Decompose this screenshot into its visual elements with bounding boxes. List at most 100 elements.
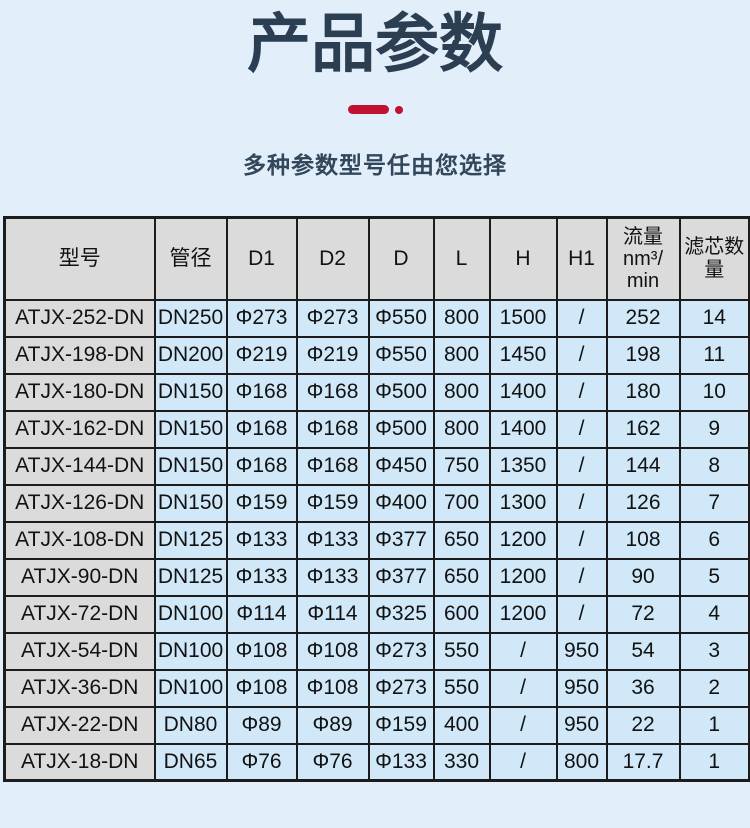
cell-model: ATJX-252-DN [3, 298, 156, 338]
col-header-l: L [432, 216, 491, 301]
cell-d: Φ159 [367, 705, 435, 745]
table-row: ATJX-18-DN DN65 Φ76 Φ76 Φ133 330/800 17.7 1 [3, 742, 750, 782]
col-header-d2: D2 [295, 216, 370, 301]
cell-d1: Φ168 [225, 409, 298, 449]
cell-qty: 9 [678, 409, 750, 449]
cell-flow: 144 [605, 446, 681, 486]
table-row: ATJX-54-DN DN100 Φ108 Φ108 Φ273 550/950 54 3 [3, 631, 750, 671]
cell-qty: 1 [678, 742, 750, 782]
cell-model: ATJX-180-DN [3, 372, 156, 412]
cell-h: / [488, 705, 558, 745]
cell-flow: 22 [605, 705, 681, 745]
cell-qty: 8 [678, 446, 750, 486]
cell-qty: 7 [678, 483, 750, 523]
cell-model: ATJX-36-DN [3, 668, 156, 708]
cell-d: Φ550 [367, 298, 435, 338]
cell-h1: 800 [555, 742, 608, 782]
cell-dn: DN150 [153, 446, 228, 486]
cell-h1: / [555, 557, 608, 597]
cell-flow: 72 [605, 594, 681, 634]
cell-h1: 950 [555, 631, 608, 671]
cell-d2: Φ168 [295, 409, 370, 449]
table-header: 型号 管径 D1 D2 D L H H1 流量 nm³/min 滤芯数量 [3, 216, 750, 301]
cell-d1: Φ114 [225, 594, 298, 634]
cell-qty: 10 [678, 372, 750, 412]
cell-dn: DN80 [153, 705, 228, 745]
cell-flow: 198 [605, 335, 681, 375]
cell-qty: 3 [678, 631, 750, 671]
table-body: ATJX-252-DN DN250 Φ273 Φ273 Φ550 800 1500/252 1… [3, 298, 750, 782]
cell-d2: Φ108 [295, 668, 370, 708]
col-header-d1: D1 [225, 216, 298, 301]
cell-l: 750 [432, 446, 491, 486]
cell-d2: Φ168 [295, 446, 370, 486]
cell-qty: 5 [678, 557, 750, 597]
table-row: ATJX-252-DN DN250 Φ273 Φ273 Φ550 800 1500/252 1… [3, 298, 750, 338]
cell-qty: 4 [678, 594, 750, 634]
cell-h1: / [555, 335, 608, 375]
cell-h: 1450 [488, 335, 558, 375]
cell-dn: DN100 [153, 631, 228, 671]
cell-d: Φ377 [367, 557, 435, 597]
cell-qty: 14 [678, 298, 750, 338]
cell-d: Φ500 [367, 372, 435, 412]
table-row: ATJX-90-DN DN125 Φ133 Φ133 Φ377 650 1200/90 5 [3, 557, 750, 597]
cell-d: Φ273 [367, 668, 435, 708]
col-header-qty: 滤芯数量 [678, 216, 750, 301]
cell-h: 1400 [488, 372, 558, 412]
cell-flow: 108 [605, 520, 681, 560]
cell-h: 1300 [488, 483, 558, 523]
cell-d1: Φ168 [225, 446, 298, 486]
cell-flow: 90 [605, 557, 681, 597]
cell-dn: DN150 [153, 483, 228, 523]
cell-h1: / [555, 594, 608, 634]
table-row: ATJX-162-DN DN150 Φ168 Φ168 Φ500 800 1400/162 9 [3, 409, 750, 449]
cell-d2: Φ76 [295, 742, 370, 782]
cell-l: 400 [432, 705, 491, 745]
cell-d2: Φ89 [295, 705, 370, 745]
cell-l: 700 [432, 483, 491, 523]
cell-flow: 180 [605, 372, 681, 412]
cell-flow: 126 [605, 483, 681, 523]
cell-h: / [488, 631, 558, 671]
cell-h1: 950 [555, 668, 608, 708]
cell-h: 1200 [488, 594, 558, 634]
cell-h: 1200 [488, 557, 558, 597]
cell-dn: DN150 [153, 409, 228, 449]
cell-l: 650 [432, 557, 491, 597]
cell-model: ATJX-198-DN [3, 335, 156, 375]
cell-model: ATJX-22-DN [3, 705, 156, 745]
cell-model: ATJX-54-DN [3, 631, 156, 671]
cell-l: 650 [432, 520, 491, 560]
cell-model: ATJX-90-DN [3, 557, 156, 597]
col-header-flow: 流量 nm³/min [605, 216, 681, 301]
cell-h1: / [555, 446, 608, 486]
cell-d: Φ450 [367, 446, 435, 486]
cell-h: / [488, 668, 558, 708]
cell-h: 1200 [488, 520, 558, 560]
cell-d1: Φ108 [225, 631, 298, 671]
cell-d: Φ377 [367, 520, 435, 560]
cell-flow: 36 [605, 668, 681, 708]
table-row: ATJX-22-DN DN80 Φ89 Φ89 Φ159 400/950 22 1 [3, 705, 750, 745]
page-subtitle: 多种参数型号任由您选择 [243, 152, 507, 179]
cell-l: 550 [432, 668, 491, 708]
cell-d2: Φ108 [295, 631, 370, 671]
cell-qty: 6 [678, 520, 750, 560]
cell-d2: Φ168 [295, 372, 370, 412]
cell-d2: Φ273 [295, 298, 370, 338]
table-row: ATJX-180-DN DN150 Φ168 Φ168 Φ500 800 1400/180 1… [3, 372, 750, 412]
cell-model: ATJX-72-DN [3, 594, 156, 634]
cell-d2: Φ133 [295, 557, 370, 597]
cell-model: ATJX-144-DN [3, 446, 156, 486]
cell-d2: Φ133 [295, 520, 370, 560]
cell-dn: DN200 [153, 335, 228, 375]
table-row: ATJX-126-DN DN150 Φ159 Φ159 Φ400 700 1300/126 7 [3, 483, 750, 523]
cell-h1: / [555, 298, 608, 338]
cell-d1: Φ273 [225, 298, 298, 338]
cell-dn: DN250 [153, 298, 228, 338]
cell-h: / [488, 742, 558, 782]
table-row: ATJX-36-DN DN100 Φ108 Φ108 Φ273 550/950 36 2 [3, 668, 750, 708]
cell-dn: DN125 [153, 557, 228, 597]
cell-d1: Φ76 [225, 742, 298, 782]
